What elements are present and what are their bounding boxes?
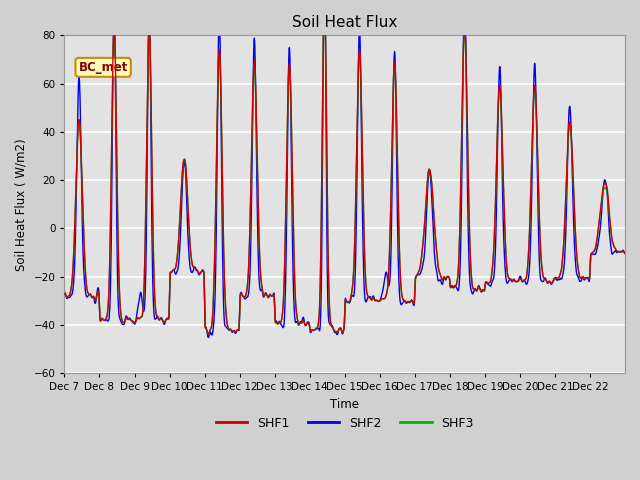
Title: Soil Heat Flux: Soil Heat Flux — [292, 15, 397, 30]
Legend: SHF1, SHF2, SHF3: SHF1, SHF2, SHF3 — [211, 412, 479, 435]
Y-axis label: Soil Heat Flux ( W/m2): Soil Heat Flux ( W/m2) — [15, 138, 28, 271]
X-axis label: Time: Time — [330, 398, 359, 411]
Text: BC_met: BC_met — [79, 61, 128, 74]
